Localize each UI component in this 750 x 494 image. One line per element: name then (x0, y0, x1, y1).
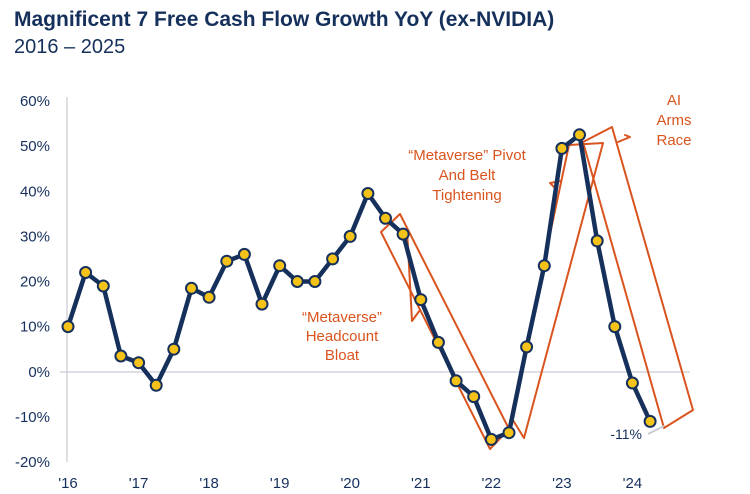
chart-title: Magnificent 7 Free Cash Flow Growth YoY … (14, 8, 555, 31)
x-tick-label: '19 (270, 475, 290, 492)
data-point (379, 211, 392, 225)
data-point (467, 390, 481, 404)
annotation-arms-line3: Race (656, 132, 691, 149)
x-tick-label: '17 (129, 475, 149, 492)
y-tick-label: -10% (15, 409, 50, 426)
y-tick-label: 60% (20, 93, 50, 110)
data-point (343, 229, 357, 243)
data-point (484, 432, 498, 446)
x-tick-label: '20 (340, 475, 360, 492)
annotation-bloat-line2: Headcount (306, 328, 379, 345)
arms-highlight-box (582, 126, 694, 429)
data-point (555, 141, 569, 155)
series-line (65, 132, 653, 442)
data-point (237, 247, 251, 261)
x-tick-label: '18 (199, 475, 219, 492)
annotation-bloat-line1: “Metaverse” (302, 309, 382, 326)
data-point (255, 297, 269, 311)
annotation-arms-line1: AI (667, 92, 681, 109)
x-tick-label: '21 (411, 475, 431, 492)
data-point (414, 293, 428, 307)
data-point (361, 187, 375, 200)
arms-bracket (617, 134, 631, 143)
bloat-highlight-box (380, 213, 510, 450)
y-tick-label: 10% (20, 319, 50, 336)
data-point (308, 275, 322, 288)
data-point (625, 376, 639, 390)
annotation-bloat-line3: Bloat (325, 347, 360, 364)
data-point (396, 227, 410, 241)
x-tick-label: '16 (58, 475, 78, 492)
data-point (96, 279, 110, 293)
chart-subtitle: 2016 – 2025 (14, 36, 126, 58)
data-point (431, 335, 445, 349)
data-point (520, 340, 534, 354)
data-point (167, 342, 181, 356)
data-point (79, 266, 93, 279)
y-tick-label: 40% (20, 183, 50, 200)
x-tick-label: '23 (552, 475, 572, 492)
data-point (114, 349, 128, 363)
data-point (537, 259, 551, 273)
y-tick-label: 20% (20, 274, 50, 291)
data-point (61, 320, 75, 334)
annotation-pivot-line2: And Belt (439, 167, 497, 184)
y-tick-label: 0% (28, 364, 50, 381)
x-tick-label: '24 (623, 475, 643, 492)
data-point (573, 128, 586, 142)
data-point (326, 252, 340, 266)
data-point (273, 259, 287, 273)
data-point (185, 281, 198, 295)
data-point (220, 254, 234, 268)
y-tick-label: 50% (20, 138, 50, 155)
annotation-pivot-line1: “Metaverse” Pivot (408, 147, 526, 164)
data-point (590, 234, 604, 248)
end-label-leader (647, 425, 665, 435)
data-point (502, 426, 516, 440)
end-value-label: -11% (610, 426, 642, 442)
data-point (202, 290, 216, 304)
data-point (449, 374, 463, 388)
data-point (132, 356, 146, 370)
data-point (643, 414, 657, 428)
annotation-pivot-line3: Tightening (432, 187, 502, 204)
x-tick-label: '22 (482, 475, 502, 492)
annotation-arms-line2: Arms (657, 112, 692, 129)
data-point (290, 275, 304, 288)
data-point (608, 320, 622, 334)
y-tick-label: -20% (15, 454, 50, 471)
y-tick-label: 30% (20, 228, 50, 245)
data-point (149, 378, 163, 392)
